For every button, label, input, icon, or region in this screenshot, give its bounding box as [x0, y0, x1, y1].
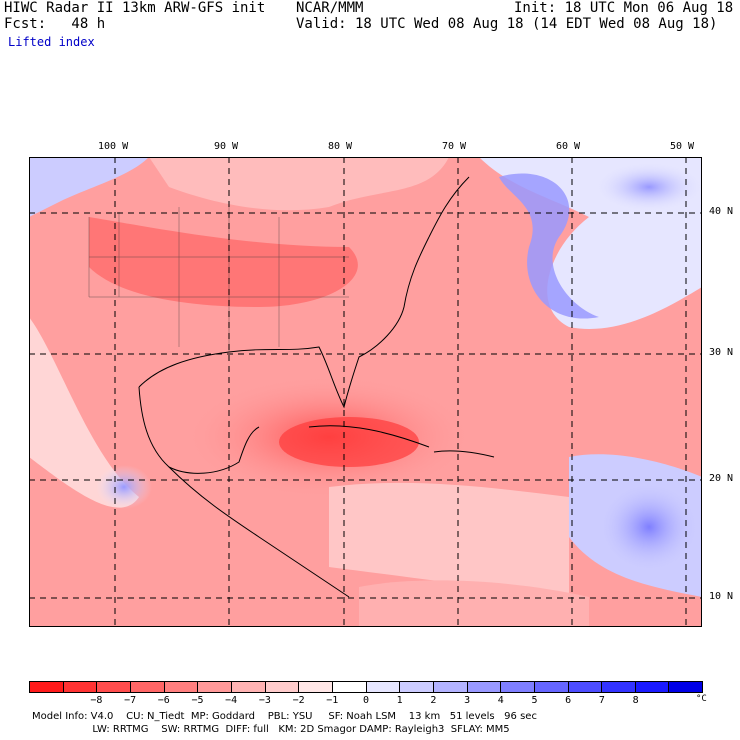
lifted-index-map [29, 157, 702, 627]
init-time: Init: 18 UTC Mon 06 Aug 18 [514, 0, 734, 16]
lon-label-90w: 90 W [214, 141, 239, 152]
colorbar-swatch [568, 682, 603, 692]
mexico-pale-region [29, 317, 139, 508]
forecast-hour: Fcst: 48 h [4, 16, 106, 32]
model-title: HIWC Radar II 13km ARW-GFS init [4, 0, 266, 16]
colorbar-tick-label: −1 [326, 695, 339, 706]
cuba-unstable-core [279, 417, 419, 467]
central-america-coastline [168, 466, 350, 598]
colorbar-swatch [433, 682, 468, 692]
colorbar-swatch [602, 682, 636, 692]
colorbar-tick-label: −2 [292, 695, 305, 706]
lat-label-20n: 20 N [709, 473, 734, 484]
colorbar-tick-label: 1 [396, 695, 403, 706]
lon-label-60w: 60 W [556, 141, 581, 152]
colorbar-tick-label: 6 [565, 695, 572, 706]
cuba-coastline [308, 425, 430, 448]
colorbar-tick-label: −3 [258, 695, 271, 706]
colorbar-swatch [669, 682, 703, 692]
lat-label-40n: 40 N [709, 206, 734, 217]
map-frame [29, 157, 702, 627]
colorbar-swatch [231, 682, 266, 692]
colorbar-swatch [198, 682, 232, 692]
lat-label-30n: 30 N [709, 347, 734, 358]
colorbar-swatch [501, 682, 535, 692]
colorbar-tick-label: 7 [598, 695, 605, 706]
south-america-region [359, 580, 589, 627]
lon-label-50w: 50 W [670, 141, 695, 152]
colorbar-tick-label: 5 [531, 695, 538, 706]
colorbar-swatch [265, 682, 300, 692]
lat-label-10n: 10 N [709, 591, 734, 602]
model-info-line2: LW: RRTMG SW: RRTMG DIFF: full KM: 2D Sm… [32, 724, 510, 735]
agency-label: NCAR/MMM [296, 0, 364, 16]
central-us-unstable [89, 217, 358, 307]
colorbar-swatch [400, 682, 434, 692]
colorbar-swatch [332, 682, 367, 692]
lat-lon-grid [29, 157, 702, 627]
north-region [149, 157, 449, 211]
colorbar-tick-label: 4 [497, 695, 504, 706]
field-name: Lifted index [8, 35, 95, 49]
colorbar-tick-label: 2 [430, 695, 437, 706]
colorbar-swatch [366, 682, 401, 692]
lon-label-100w: 100 W [98, 141, 129, 152]
colorbar-swatch [534, 682, 569, 692]
colorbar-swatch [299, 682, 333, 692]
hispaniola-coastline [433, 450, 495, 458]
lon-label-70w: 70 W [442, 141, 467, 152]
colorbar-swatch [97, 682, 131, 692]
pacific-blue-patch [96, 465, 152, 509]
nw-stable-region [29, 157, 149, 217]
model-info-line1: Model Info: V4.0 CU: N_Tiedt MP: Goddard… [32, 711, 537, 722]
colorbar-tick-label: 0 [362, 695, 370, 706]
colorbar-tick-label: 8 [632, 695, 639, 706]
colorbar-swatch [63, 682, 98, 692]
valid-time: Valid: 18 UTC Wed 08 Aug 18 (14 EDT Wed … [296, 16, 718, 32]
east-coast [428, 176, 470, 238]
colorbar-swatch [635, 682, 670, 692]
coastlines [138, 176, 495, 598]
colorbar-tick-label: −5 [191, 695, 204, 706]
colorbar-tick-label: −6 [157, 695, 170, 706]
colorbar-unit: °C [696, 694, 707, 704]
colorbar-tick-label: −4 [225, 695, 238, 706]
caribbean-pale [329, 482, 569, 597]
colorbar-swatch [30, 682, 64, 692]
colorbar-swatch [467, 682, 502, 692]
atlantic-stable-band [499, 173, 599, 319]
colorbar [29, 681, 703, 693]
colorbar-tick-label: −7 [124, 695, 137, 706]
se-atlantic-core [599, 482, 699, 572]
atlantic-upper-blue [594, 162, 702, 212]
colorbar-tick-label: −8 [90, 695, 103, 706]
gulf-coastline [138, 236, 430, 409]
colorbar-tick-label: 3 [464, 695, 471, 706]
lon-label-80w: 80 W [328, 141, 353, 152]
colorbar-swatch [130, 682, 165, 692]
colorbar-swatch [164, 682, 199, 692]
mexico-coastline [138, 386, 260, 474]
